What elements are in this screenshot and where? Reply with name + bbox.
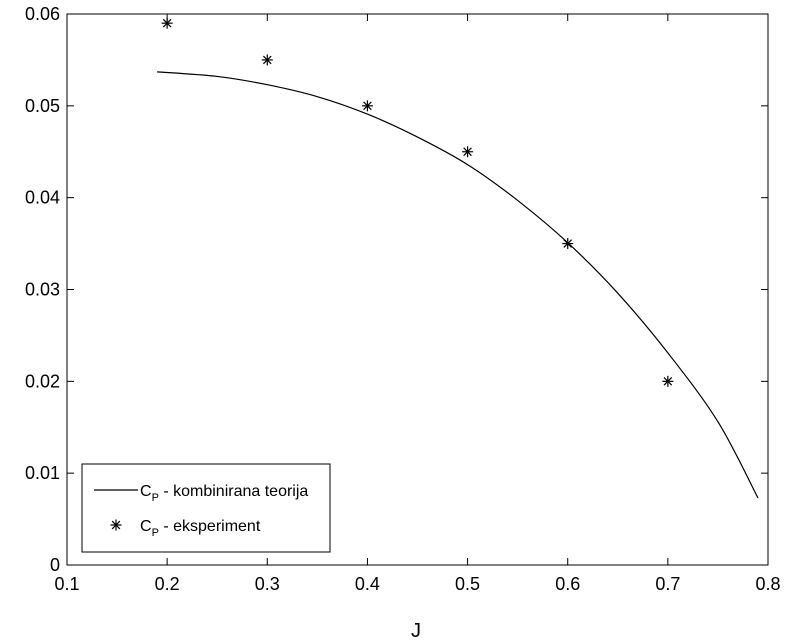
data-point-eksperiment [562, 238, 574, 250]
x-axis-title: J [411, 620, 421, 641]
data-point-eksperiment [462, 146, 474, 158]
legend-entry-1-text: - kombinirana teorija [159, 483, 309, 500]
y-tick-label: 0.01 [25, 463, 60, 483]
y-tick-label: 0.03 [25, 280, 60, 300]
legend-asterisk [110, 519, 122, 531]
x-tick-label: 0.2 [155, 574, 180, 594]
y-axis: 0 0.01 0.02 0.03 0.04 0.05 0.06 [25, 4, 768, 575]
legend-entry-2-sub: P [152, 527, 159, 539]
legend-entry-1-main: C [140, 483, 152, 500]
legend: CP - kombinirana teorija CP - eksperimen… [81, 463, 331, 553]
y-tick-label: 0.05 [25, 96, 60, 116]
x-tick-label: 0.6 [555, 574, 580, 594]
y-tick-label: 0 [50, 555, 60, 575]
x-tick-label: 0.8 [755, 574, 780, 594]
data-point-eksperiment [662, 375, 674, 387]
x-tick-label: 0.7 [655, 574, 680, 594]
legend-entry-1: CP - kombinirana teorija [140, 483, 308, 504]
x-tick-label: 0.1 [54, 574, 79, 594]
y-tick-label: 0.06 [25, 4, 60, 24]
x-axis: 0.1 0.2 0.3 0.4 0.5 0.6 0.7 0.8 [54, 14, 781, 594]
legend-box [81, 463, 331, 553]
series-layer [157, 17, 759, 499]
y-tick-label: 0.02 [25, 371, 60, 391]
data-point-eksperiment [361, 100, 373, 112]
legend-entry-2-text: - eksperiment [159, 518, 261, 535]
legend-asterisk-marker [110, 519, 122, 531]
x-tick-label: 0.4 [355, 574, 380, 594]
legend-entry-1-sub: P [152, 492, 159, 504]
series-line-kombinirana-teorija [157, 71, 759, 499]
x-tick-label: 0.5 [455, 574, 480, 594]
x-tick-label: 0.3 [255, 574, 280, 594]
y-tick-label: 0.04 [25, 188, 60, 208]
data-point-eksperiment [161, 17, 173, 29]
legend-entry-2: CP - eksperiment [140, 518, 261, 539]
legend-entry-2-main: C [140, 518, 152, 535]
data-point-eksperiment [261, 54, 273, 66]
